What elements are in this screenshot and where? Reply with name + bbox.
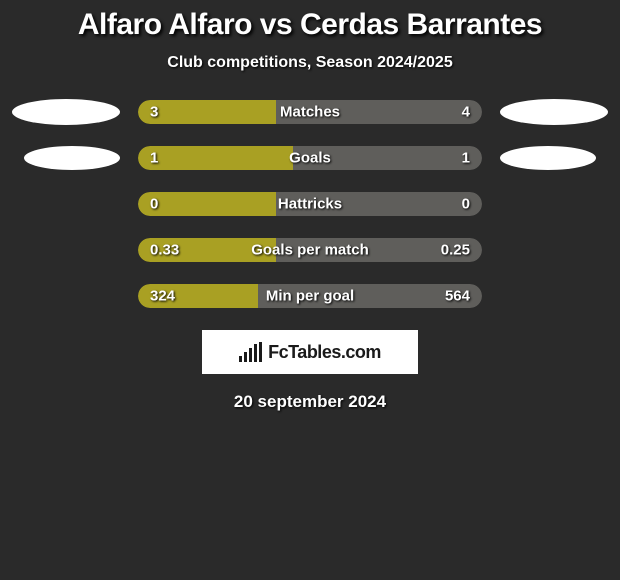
- source-logo: FcTables.com: [202, 330, 418, 374]
- stat-row: 1 1 Goals: [0, 146, 620, 170]
- left-bar-fill: [138, 100, 276, 124]
- right-value: 4: [462, 104, 470, 121]
- right-ellipse-icon: [500, 146, 596, 170]
- stat-bar: 3 4 Matches: [138, 100, 482, 124]
- right-value: 1: [462, 150, 470, 167]
- left-value: 3: [150, 104, 158, 121]
- left-bar-fill: [138, 192, 276, 216]
- right-ellipse-icon: [500, 99, 608, 125]
- left-value: 1: [150, 150, 158, 167]
- left-value: 0: [150, 196, 158, 213]
- stat-label: Matches: [280, 104, 340, 121]
- stat-bar: 1 1 Goals: [138, 146, 482, 170]
- page-title: Alfaro Alfaro vs Cerdas Barrantes: [0, 8, 620, 42]
- stat-label: Min per goal: [266, 288, 354, 305]
- right-value: 0: [462, 196, 470, 213]
- left-bar-fill: [138, 146, 293, 170]
- stat-bar: 0 0 Hattricks: [138, 192, 482, 216]
- left-ellipse-icon: [24, 146, 120, 170]
- right-value: 0.25: [441, 242, 470, 259]
- stat-label: Goals per match: [251, 242, 369, 259]
- stat-bar: 324 564 Min per goal: [138, 284, 482, 308]
- comparison-infographic: Alfaro Alfaro vs Cerdas Barrantes Club c…: [0, 0, 620, 412]
- right-value: 564: [445, 288, 470, 305]
- stat-label: Hattricks: [278, 196, 342, 213]
- stats-region: 3 4 Matches 1 1 Goals 0 0 Hattricks 0.33 0.25 Goals…: [0, 100, 620, 308]
- stat-label: Goals: [289, 150, 331, 167]
- left-value: 0.33: [150, 242, 179, 259]
- stat-row: 0.33 0.25 Goals per match: [0, 238, 620, 262]
- left-value: 324: [150, 288, 175, 305]
- left-ellipse-icon: [12, 99, 120, 125]
- stat-row: 3 4 Matches: [0, 100, 620, 124]
- stat-bar: 0.33 0.25 Goals per match: [138, 238, 482, 262]
- subtitle: Club competitions, Season 2024/2025: [0, 54, 620, 72]
- logo-text: FcTables.com: [268, 342, 381, 363]
- bar-chart-icon: [239, 342, 262, 362]
- date-text: 20 september 2024: [0, 392, 620, 412]
- stat-row: 324 564 Min per goal: [0, 284, 620, 308]
- stat-row: 0 0 Hattricks: [0, 192, 620, 216]
